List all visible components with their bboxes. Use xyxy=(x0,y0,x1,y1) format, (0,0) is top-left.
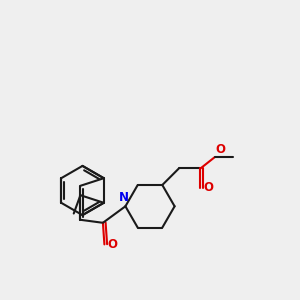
Text: N: N xyxy=(119,191,129,204)
Text: O: O xyxy=(215,142,225,156)
Text: O: O xyxy=(203,182,213,194)
Text: O: O xyxy=(107,238,117,251)
